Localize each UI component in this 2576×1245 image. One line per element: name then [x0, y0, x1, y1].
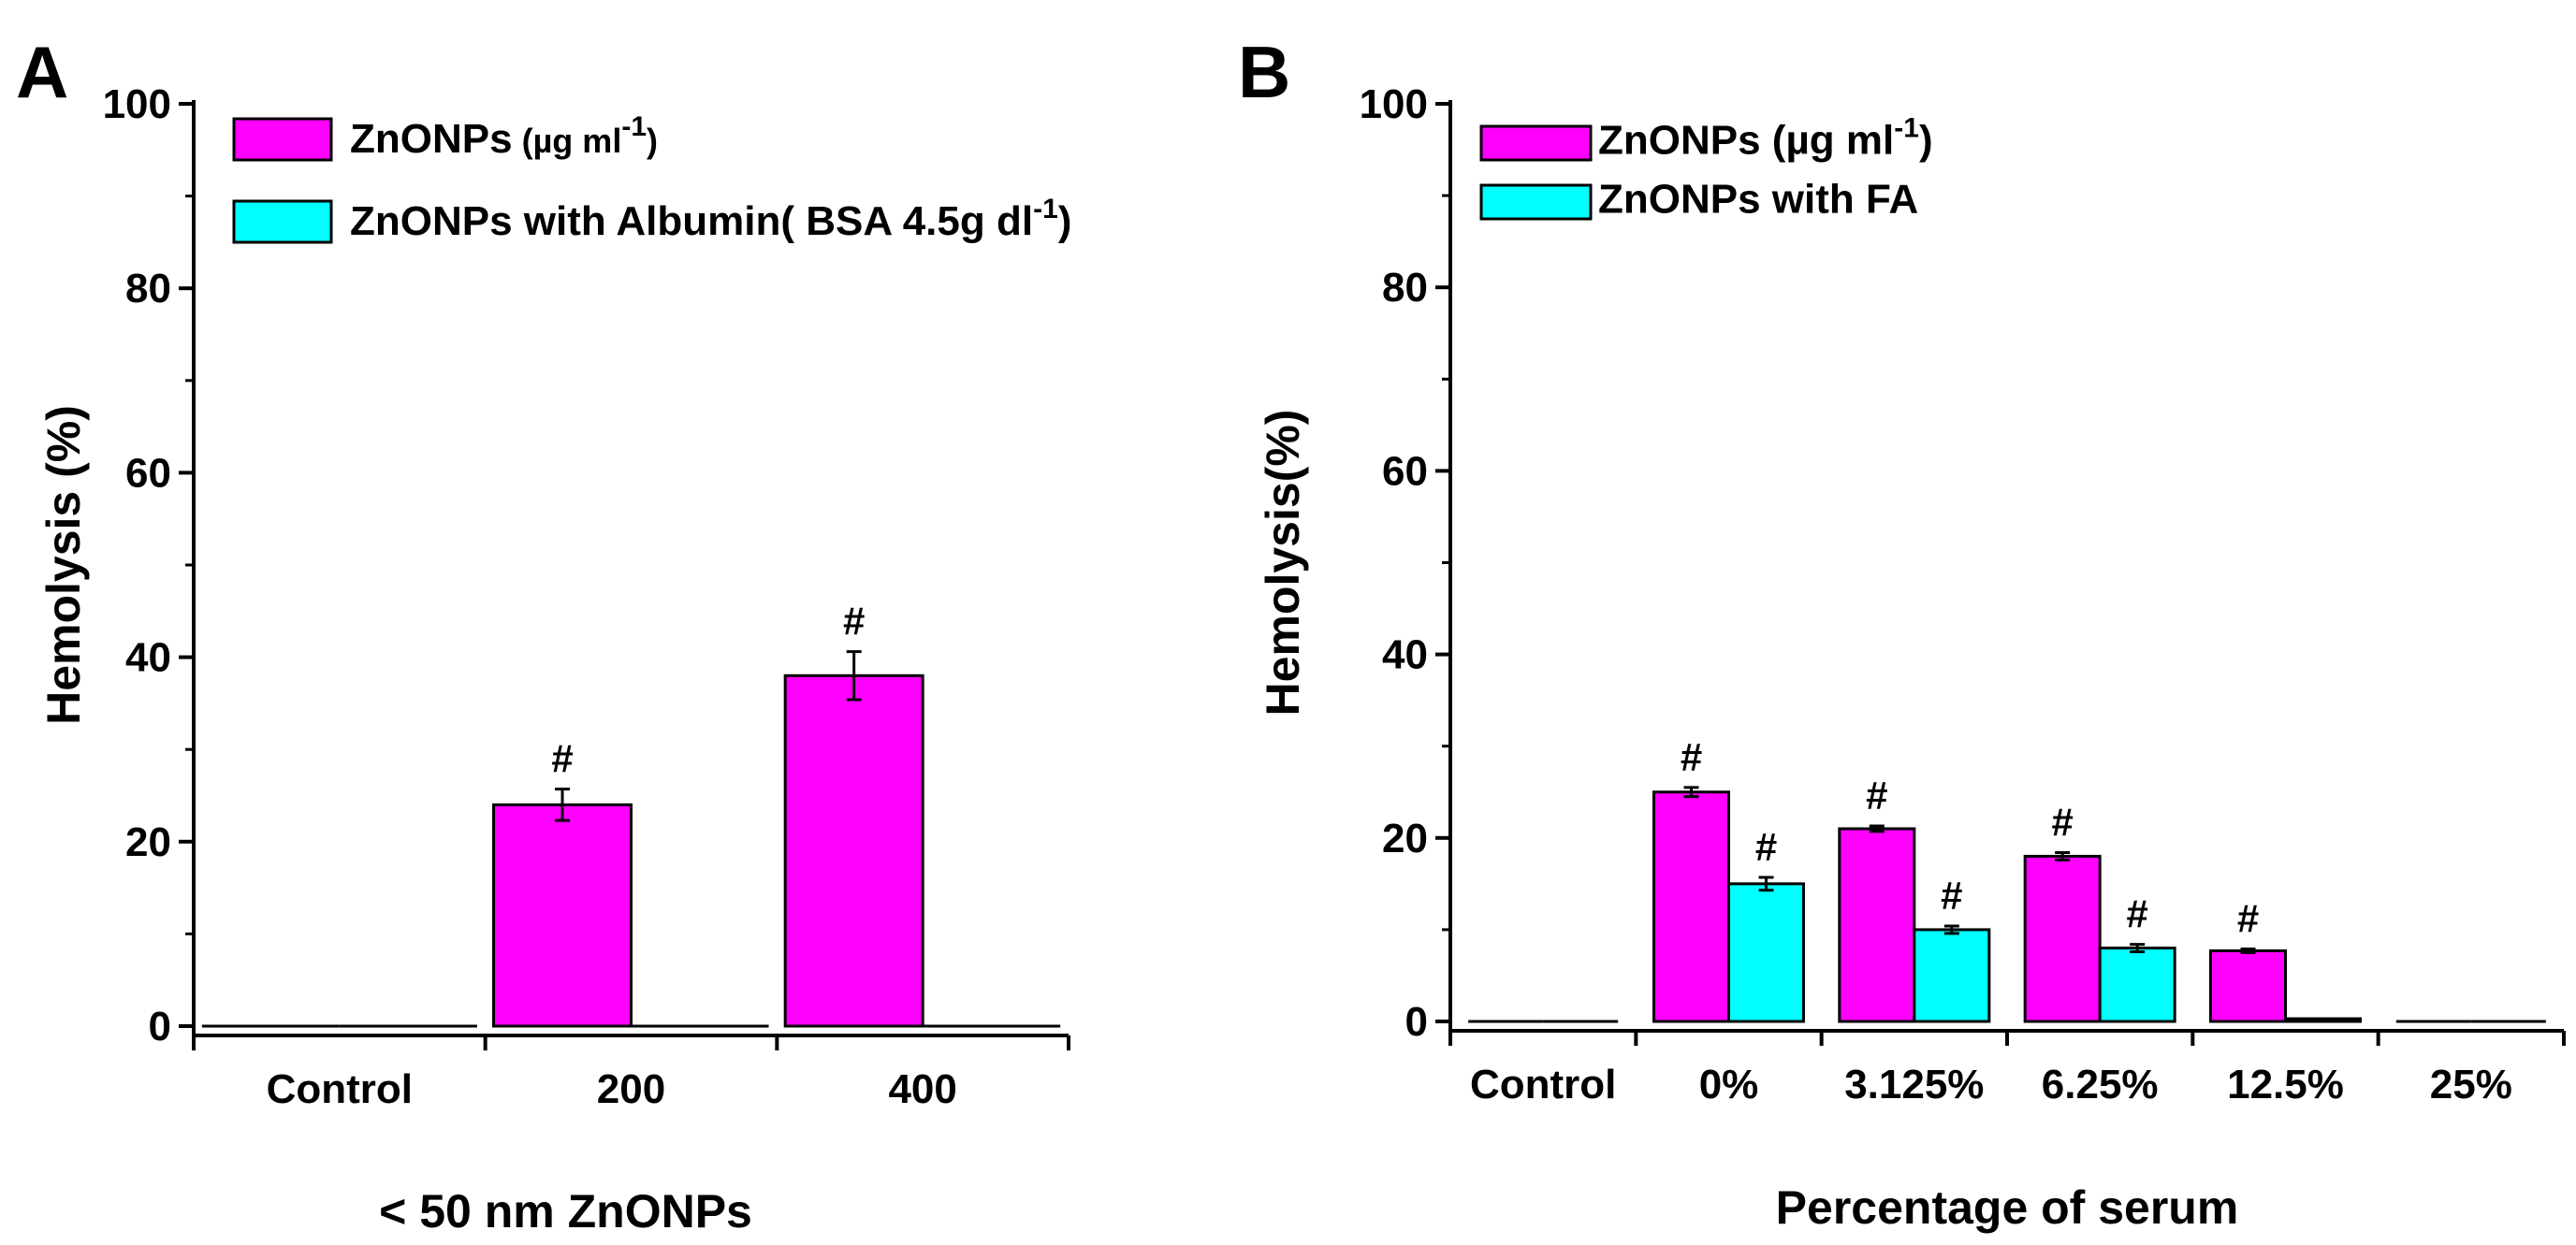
bar-znonps-4 — [2209, 948, 2287, 1023]
significance-mark: # — [551, 737, 573, 781]
y-tick-label: 100 — [1360, 81, 1428, 127]
y-tick-label: 60 — [1382, 448, 1428, 494]
y-tick-label: 60 — [125, 450, 171, 496]
bar-treated-2 — [1913, 928, 1991, 1023]
y-axis-label: Hemolysis (%) — [37, 405, 90, 725]
legend-swatch — [232, 117, 333, 162]
y-tick-label: 40 — [125, 635, 171, 681]
legend-swatch — [232, 199, 333, 244]
bar-znonps-2 — [1838, 827, 1916, 1023]
bar-znonps-1 — [1652, 790, 1730, 1023]
legend: ZnONPs (µg ml-1) ZnONPs with FA — [1479, 113, 1933, 223]
y-tick-label: 80 — [1382, 265, 1428, 311]
x-tick-label: 12.5% — [2227, 1062, 2344, 1107]
panel-label: A — [16, 31, 68, 113]
legend-swatch — [1479, 124, 1593, 162]
legend: ZnONPs (µg ml-1) ZnONPs with Albumin( BSA… — [232, 111, 1071, 244]
x-tick-label: Control — [1470, 1062, 1616, 1107]
x-tick-label: 0% — [1699, 1062, 1759, 1107]
x-tick-label: Control — [267, 1066, 413, 1112]
x-tick-label: 3.125% — [1844, 1062, 1984, 1107]
bar-treated-1 — [1727, 882, 1805, 1023]
significance-mark: # — [1941, 874, 1962, 918]
x-tick-label: 6.25% — [2042, 1062, 2159, 1107]
y-tick-label: 0 — [149, 1004, 171, 1050]
y-tick-label: 100 — [103, 81, 171, 127]
y-tick-label: 0 — [1405, 999, 1428, 1045]
bar-znonps-3 — [2023, 854, 2102, 1023]
significance-mark: # — [1681, 735, 1702, 779]
x-axis-label: Percentage of serum — [1776, 1181, 2239, 1234]
x-tick-label: 200 — [597, 1066, 665, 1112]
legend-entry: ZnONPs (µg ml-1) — [350, 111, 658, 162]
y-tick-label: 20 — [1382, 816, 1428, 861]
legend-entry: ZnONPs (µg ml-1) — [1598, 113, 1933, 164]
y-tick-label: 20 — [125, 819, 171, 865]
significance-mark: # — [1755, 825, 1777, 869]
significance-mark: # — [1866, 774, 1887, 818]
significance-mark: # — [2126, 892, 2147, 936]
y-axis-label: Hemolysis(%) — [1257, 410, 1309, 717]
x-tick-label: 25% — [2430, 1062, 2512, 1107]
legend-entry: ZnONPs with FA — [1598, 177, 1918, 223]
significance-mark: # — [2051, 800, 2073, 844]
significance-mark: # — [843, 600, 865, 644]
bar-treated-4 — [2284, 1017, 2362, 1023]
chart-panel-b: 0 20 40 60 80 100 Control 0% 3.125% 6.25% 12.5% 25%… — [1238, 31, 2566, 1234]
x-axis-label: < 50 nm ZnONPs — [379, 1185, 752, 1238]
legend-entry: ZnONPs with Albumin( BSA 4.5g dl-1) — [350, 194, 1071, 244]
panel-label: B — [1238, 31, 1290, 113]
y-tick-label: 40 — [1382, 632, 1428, 678]
bar-znonps-2 — [783, 673, 924, 1028]
legend-swatch — [1479, 183, 1593, 221]
significance-mark: # — [2237, 897, 2259, 941]
bar-znonps-1 — [492, 803, 633, 1028]
x-tick-label: 400 — [888, 1066, 956, 1112]
chart-panel-a: 0 20 40 60 80 100 Control 200 400 # # A Hemolysis (%… — [16, 31, 1071, 1238]
y-tick-label: 80 — [125, 266, 171, 311]
bar-treated-3 — [2098, 947, 2176, 1023]
